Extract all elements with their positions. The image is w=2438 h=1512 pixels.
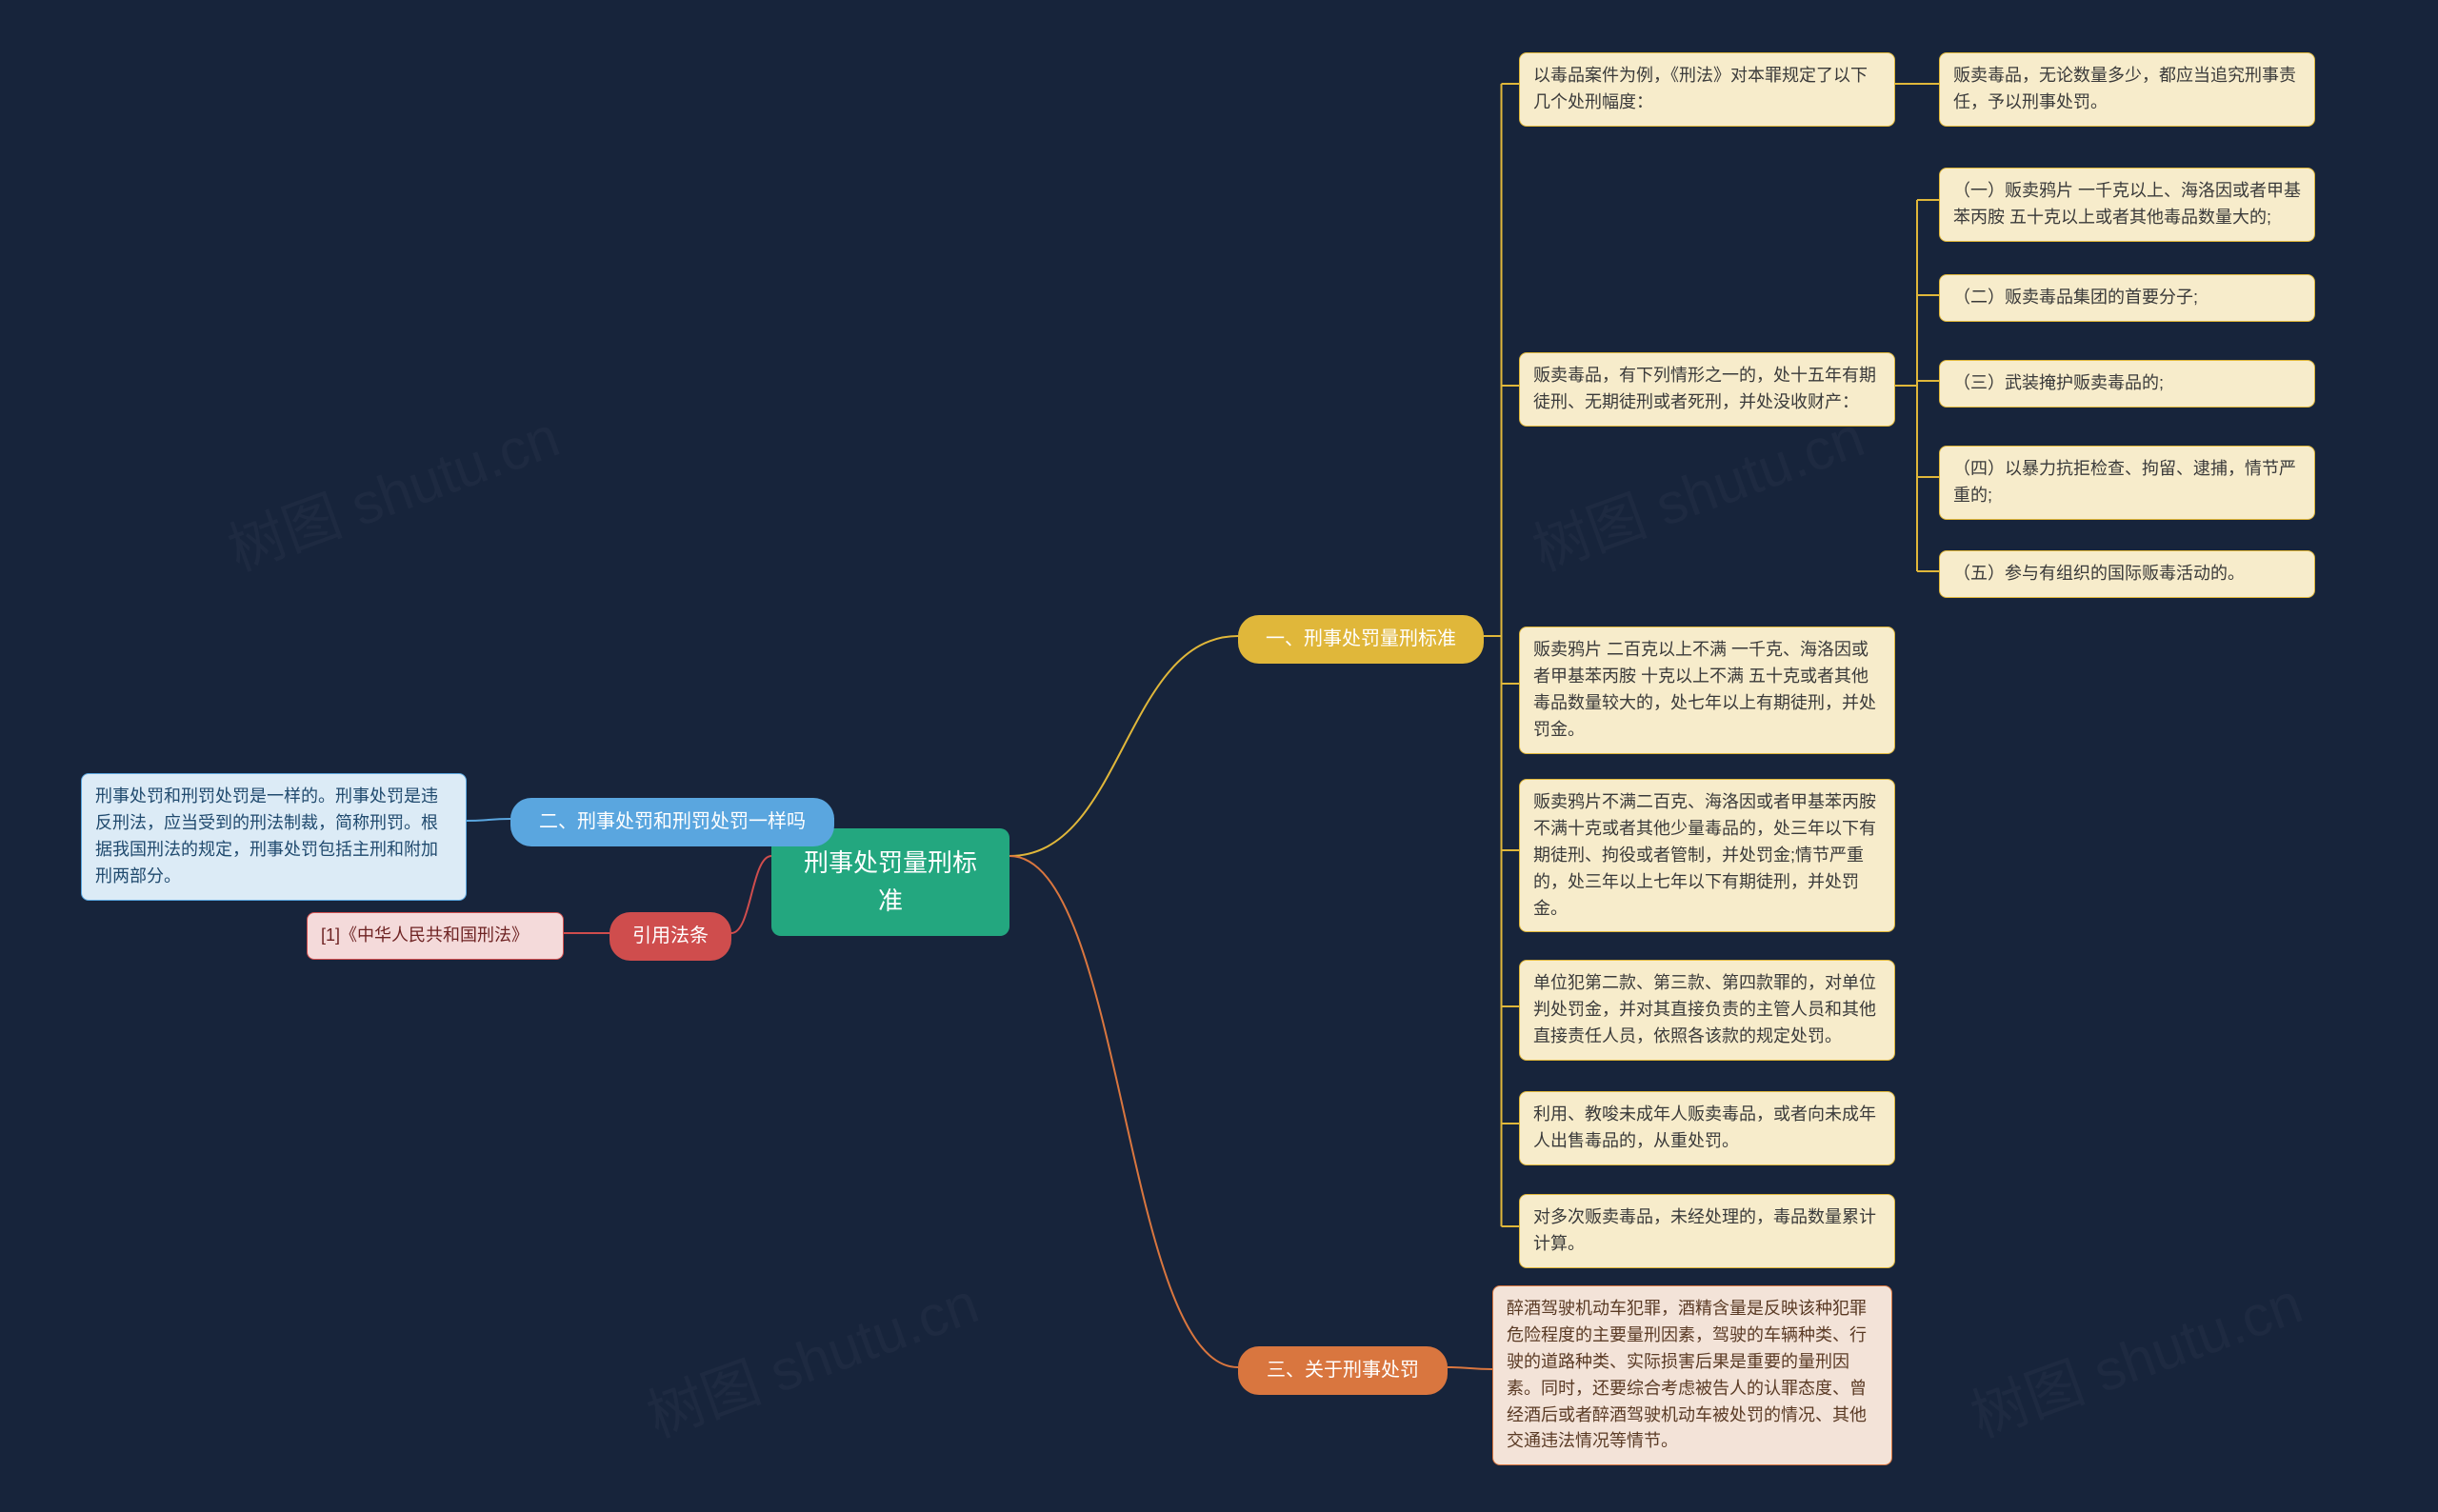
branch-b3-label: 三、关于刑事处罚 [1267,1356,1419,1385]
node-b1c2c[interactable]: （三）武装掩护贩卖毒品的; [1939,360,2315,408]
node-b1c1a-label: 贩卖毒品，无论数量多少，都应当追究刑事责任，予以刑事处罚。 [1953,63,2301,116]
connector [467,819,510,821]
branch-b4[interactable]: 引用法条 [610,912,731,961]
connector [1009,636,1238,856]
node-b1c3[interactable]: 贩卖鸦片 二百克以上不满 一千克、海洛因或者甲基苯丙胺 十克以上不满 五十克或者… [1519,627,1895,754]
node-b1c6-label: 利用、教唆未成年人贩卖毒品，或者向未成年人出售毒品的，从重处罚。 [1533,1102,1881,1155]
connector [1448,1367,1492,1369]
node-b1c1[interactable]: 以毒品案件为例，《刑法》对本罪规定了以下几个处刑幅度： [1519,52,1895,127]
root-node-label: 刑事处罚量刑标准 [796,844,985,921]
branch-b1-label: 一、刑事处罚量刑标准 [1266,625,1456,654]
connector [731,856,771,933]
branch-b2-label: 二、刑事处罚和刑罚处罚一样吗 [539,807,806,837]
node-b2c1-label: 刑事处罚和刑罚处罚是一样的。刑事处罚是违反刑法，应当受到的刑法制裁，简称刑罚。根… [95,784,452,890]
node-b3c1-label: 醉酒驾驶机动车犯罪，酒精含量是反映该种犯罪危险程度的主要量刑因素，驾驶的车辆种类… [1507,1296,1878,1455]
node-b1c4[interactable]: 贩卖鸦片不满二百克、海洛因或者甲基苯丙胺不满十克或者其他少量毒品的，处三年以下有… [1519,779,1895,932]
node-b1c2-label: 贩卖毒品，有下列情形之一的，处十五年有期徒刑、无期徒刑或者死刑，并处没收财产： [1533,363,1881,416]
branch-b4-label: 引用法条 [632,922,709,951]
node-b1c2a-label: （一）贩卖鸦片 一千克以上、海洛因或者甲基苯丙胺 五十克以上或者其他毒品数量大的… [1953,178,2301,231]
node-b1c1a[interactable]: 贩卖毒品，无论数量多少，都应当追究刑事责任，予以刑事处罚。 [1939,52,2315,127]
watermark: 树图 shutu.cn [215,390,569,587]
branch-b1[interactable]: 一、刑事处罚量刑标准 [1238,615,1484,664]
branch-b3[interactable]: 三、关于刑事处罚 [1238,1346,1448,1395]
node-b1c2[interactable]: 贩卖毒品，有下列情形之一的，处十五年有期徒刑、无期徒刑或者死刑，并处没收财产： [1519,352,1895,427]
node-b1c2d[interactable]: （四）以暴力抗拒检查、拘留、逮捕，情节严重的; [1939,446,2315,520]
node-b1c4-label: 贩卖鸦片不满二百克、海洛因或者甲基苯丙胺不满十克或者其他少量毒品的，处三年以下有… [1533,789,1881,922]
node-b1c7-label: 对多次贩卖毒品，未经处理的，毒品数量累计计算。 [1533,1204,1881,1258]
node-b1c3-label: 贩卖鸦片 二百克以上不满 一千克、海洛因或者甲基苯丙胺 十克以上不满 五十克或者… [1533,637,1881,744]
node-b1c5-label: 单位犯第二款、第三款、第四款罪的，对单位判处罚金，并对其直接负责的主管人员和其他… [1533,970,1881,1050]
watermark: 树图 shutu.cn [634,1257,988,1453]
node-b1c2a[interactable]: （一）贩卖鸦片 一千克以上、海洛因或者甲基苯丙胺 五十克以上或者其他毒品数量大的… [1939,168,2315,242]
node-b2c1[interactable]: 刑事处罚和刑罚处罚是一样的。刑事处罚是违反刑法，应当受到的刑法制裁，简称刑罚。根… [81,773,467,901]
watermark: 树图 shutu.cn [1958,1257,2311,1453]
node-b1c2e[interactable]: （五）参与有组织的国际贩毒活动的。 [1939,550,2315,598]
node-b4c1[interactable]: [1]《中华人民共和国刑法》 [307,912,564,960]
node-b1c7[interactable]: 对多次贩卖毒品，未经处理的，毒品数量累计计算。 [1519,1194,1895,1268]
node-b1c6[interactable]: 利用、教唆未成年人贩卖毒品，或者向未成年人出售毒品的，从重处罚。 [1519,1091,1895,1165]
node-b1c2e-label: （五）参与有组织的国际贩毒活动的。 [1953,561,2245,587]
node-b3c1[interactable]: 醉酒驾驶机动车犯罪，酒精含量是反映该种犯罪危险程度的主要量刑因素，驾驶的车辆种类… [1492,1285,1892,1465]
node-b1c2b[interactable]: （二）贩卖毒品集团的首要分子; [1939,274,2315,322]
branch-b2[interactable]: 二、刑事处罚和刑罚处罚一样吗 [510,798,834,846]
node-b4c1-label: [1]《中华人民共和国刑法》 [321,923,529,949]
node-b1c1-label: 以毒品案件为例，《刑法》对本罪规定了以下几个处刑幅度： [1533,63,1881,116]
connector [1009,856,1238,1367]
node-b1c5[interactable]: 单位犯第二款、第三款、第四款罪的，对单位判处罚金，并对其直接负责的主管人员和其他… [1519,960,1895,1061]
node-b1c2b-label: （二）贩卖毒品集团的首要分子; [1953,285,2198,311]
node-b1c2d-label: （四）以暴力抗拒检查、拘留、逮捕，情节严重的; [1953,456,2301,509]
node-b1c2c-label: （三）武装掩护贩卖毒品的; [1953,370,2164,397]
